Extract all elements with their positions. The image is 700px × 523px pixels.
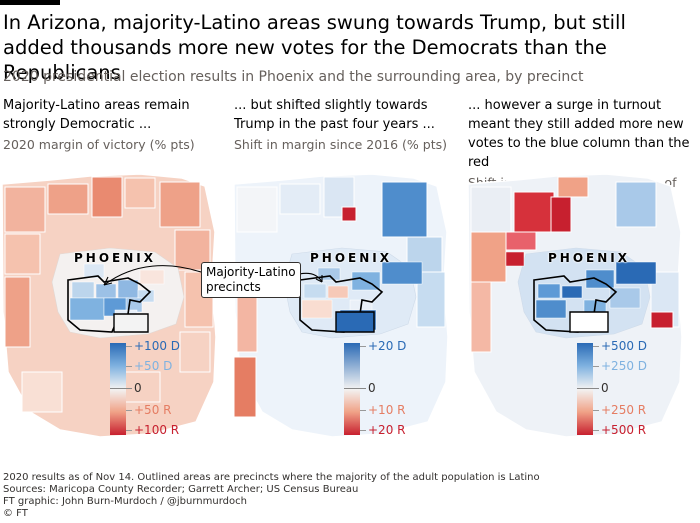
panel-2-header: ... but shifted slightly towards Trump i…: [234, 96, 464, 153]
legend-margin-label-50r: +50 R: [134, 403, 172, 417]
legend-margin-label-100r: +100 R: [134, 423, 180, 437]
city-label-phoenix-2: PHOENIX: [310, 251, 392, 265]
legend-margin: +100 D +50 D 0 +50 R +100 R: [110, 339, 220, 437]
legend-shift-pct-colorbar: [344, 343, 360, 435]
panel-1-heading: Majority-Latino areas remain strongly De…: [3, 98, 190, 132]
legend-margin-colorbar: [110, 343, 126, 435]
footer-copyright: © FT: [3, 508, 28, 519]
city-label-phoenix-1: PHOENIX: [74, 251, 156, 265]
legend-votes-label-0: 0: [601, 381, 609, 395]
legend-votes-label-500d: +500 D: [601, 339, 648, 353]
panel-2-heading: ... but shifted slightly towards Trump i…: [234, 98, 435, 132]
map-shift-2016-pct: [233, 173, 449, 438]
ft-top-bar: [0, 0, 60, 5]
map-shift-2016-votes: [467, 173, 683, 438]
legend-votes-label-250d: +250 D: [601, 359, 648, 373]
legend-shift-pct-label-20d: +20 D: [368, 339, 407, 353]
footer: 2020 results as of Nov 14. Outlined area…: [3, 472, 540, 520]
panel-3-heading: ... however a surge in turnout meant the…: [468, 98, 690, 170]
chart-title: In Arizona, majority-Latino areas swung …: [3, 11, 626, 84]
legend-votes-label-250r: +250 R: [601, 403, 647, 417]
legend-margin-label-100d: +100 D: [134, 339, 181, 353]
callout-line-2: precincts: [206, 280, 261, 294]
legend-margin-label-50d: +50 D: [134, 359, 173, 373]
callout-line-1: Majority-Latino: [206, 265, 296, 279]
panel-2-subheading: Shift in margin since 2016 (% pts): [234, 137, 447, 152]
legend-votes-label-500r: +500 R: [601, 423, 647, 437]
legend-shift-pct-label-20r: +20 R: [368, 423, 406, 437]
panel-1-header: Majority-Latino areas remain strongly De…: [3, 96, 233, 153]
panel-1-subheading: 2020 margin of victory (% pts): [3, 137, 195, 152]
legend-shift-pct-label-0: 0: [368, 381, 376, 395]
city-label-phoenix-3: PHOENIX: [548, 251, 630, 265]
map-margin-2020: [1, 173, 217, 438]
footer-note: 2020 results as of Nov 14. Outlined area…: [3, 472, 540, 483]
legend-shift-votes-colorbar: [577, 343, 593, 435]
legend-shift-votes: +500 D +250 D 0 +250 R +500 R: [577, 339, 687, 437]
footer-sources: Sources: Maricopa County Recorder; Garre…: [3, 484, 359, 495]
legend-shift-pct-label-10r: +10 R: [368, 403, 406, 417]
callout-majority-latino: Majority-Latino precincts: [201, 262, 301, 298]
legend-margin-label-0: 0: [134, 381, 142, 395]
legend-shift-pct: +20 D 0 +10 R +20 R: [344, 339, 454, 437]
footer-credit: FT graphic: John Burn-Murdoch / @jburnmu…: [3, 496, 247, 507]
chart-subtitle: 2020 presidential election results in Ph…: [3, 69, 584, 85]
